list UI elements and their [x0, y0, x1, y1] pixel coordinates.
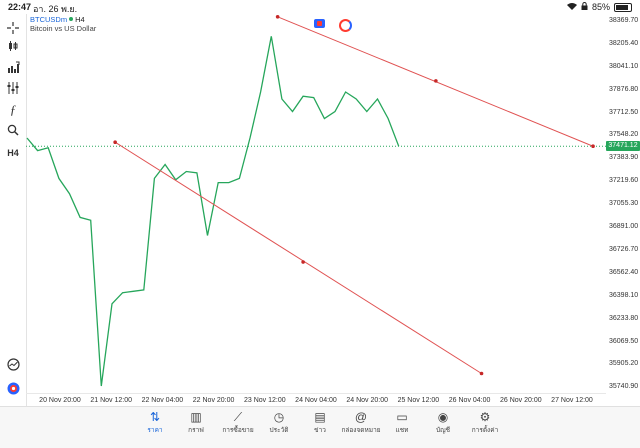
time-tick-label: 27 Nov 12:00: [551, 397, 593, 404]
price-tick-label: 35740.90: [609, 383, 639, 391]
price-tick-label: 37055.30: [609, 200, 639, 208]
timeframe-label: H4: [75, 15, 85, 24]
one-click-trading-icon[interactable]: [314, 19, 325, 28]
time-tick-label: 21 Nov 12:00: [90, 397, 133, 404]
price-tick-label: 38369.70: [609, 17, 639, 24]
chart-canvas[interactable]: [26, 14, 606, 406]
bottom-navigation: ⇅ ราคา ▥ กราฟ ⟋ การซื้อขาย ◷ ประวัติ ▤ ข่าว @ กล่อง…: [0, 406, 640, 448]
status-time: 22:47: [8, 2, 32, 12]
chart-top-icons: [314, 19, 352, 32]
news-icon: ▤: [314, 410, 326, 424]
nav-item-label: ข่าว: [314, 427, 326, 434]
nav-item-label: การตั้งค่า: [471, 427, 499, 434]
nav-item-chat[interactable]: ▭ แชท: [379, 409, 425, 435]
nav-item-news[interactable]: ▤ ข่าว: [297, 409, 343, 435]
price-tick-label: 37383.90: [609, 154, 639, 162]
candle-icon[interactable]: [5, 38, 21, 54]
time-tick-label: 20 Nov 20:00: [39, 397, 81, 404]
timeframe-button[interactable]: H4: [7, 148, 19, 158]
wifi-icon: [566, 2, 577, 12]
price-tick-label: 37548.20: [609, 131, 639, 139]
nav-item-history[interactable]: ◷ ประวัติ: [256, 409, 302, 435]
price-tick-label: 36233.80: [609, 314, 639, 322]
time-scale[interactable]: 20 Nov 20:00 21 Nov 12:00 22 Nov 04:00 22 N…: [26, 393, 606, 406]
nav-item-mailbox[interactable]: @ กล่องจดหมาย: [338, 409, 384, 435]
refresh-icon[interactable]: [339, 19, 352, 32]
nav-item-label: ประวัติ: [269, 427, 289, 434]
symbol-description: Bitcoin vs US Dollar: [30, 24, 97, 33]
nav-item-label: กราฟ: [188, 427, 204, 434]
settings-sliders-icon[interactable]: [5, 80, 21, 96]
trendline-2[interactable]: [114, 141, 482, 374]
time-tick-label: 23 Nov 12:00: [243, 397, 286, 404]
trendline-1-handle-3[interactable]: [591, 144, 595, 149]
symbol-status-dot: [69, 17, 74, 21]
status-date: อา. 26 พ.ย.: [33, 4, 78, 14]
time-tick-label: 24 Nov 20:00: [346, 397, 389, 404]
nav-item-quotes[interactable]: ⇅ ราคา: [132, 409, 178, 435]
time-tick-label: 26 Nov 20:00: [499, 397, 542, 404]
trendline-2-handle-3[interactable]: [479, 371, 484, 376]
price-tick-label: 36891.00: [609, 223, 639, 231]
price-tick-label: 37876.80: [609, 85, 639, 93]
nav-item-label: ราคา: [147, 427, 163, 434]
search-icon[interactable]: [5, 122, 21, 138]
mailbox-icon: @: [354, 410, 368, 424]
nav-item-trade[interactable]: ⟋ การซื้อขาย: [215, 409, 261, 435]
broker-logo-icon[interactable]: [5, 380, 21, 396]
nav-item-label: การซื้อขาย: [222, 427, 254, 434]
battery-icon: [614, 2, 632, 12]
price-tick-label: 36398.10: [609, 291, 639, 299]
trendline-2-handle-2[interactable]: [301, 260, 305, 264]
history-icon: ◷: [273, 410, 285, 424]
function-icon[interactable]: ƒ: [9, 102, 17, 117]
price-tick-label: 38205.40: [609, 39, 639, 47]
price-tick-label: 36562.40: [609, 268, 639, 276]
price-series-line: [26, 36, 400, 387]
quotes-icon: ⇅: [149, 410, 161, 424]
nav-item-chart[interactable]: ▥ กราฟ: [173, 409, 219, 435]
trendline-1-handle-2[interactable]: [434, 79, 438, 83]
crosshair-icon[interactable]: [5, 20, 21, 36]
time-tick-label: 25 Nov 12:00: [397, 397, 440, 404]
price-tick-label: 36069.50: [609, 337, 639, 345]
nav-item-settings[interactable]: ⚙ การตั้งค่า: [462, 409, 508, 435]
time-tick-label: 26 Nov 04:00: [448, 397, 491, 404]
lock-icon: [581, 2, 588, 12]
time-tick-label: 24 Nov 04:00: [295, 397, 337, 404]
symbol-name[interactable]: BTCUSDm: [30, 15, 68, 24]
price-tick-label: 37219.60: [609, 177, 639, 185]
status-bar: 22:47 อา. 26 พ.ย. 85%: [0, 0, 640, 14]
nav-item-label: กล่องจดหมาย: [341, 427, 381, 434]
price-tick-label: 36726.70: [609, 245, 639, 253]
nav-item-label: บัญชี: [435, 427, 451, 434]
trendline-2-handle-1[interactable]: [113, 140, 117, 144]
price-chart[interactable]: [26, 14, 606, 393]
chat-icon: ▭: [396, 410, 408, 424]
price-tick-label: 35905.20: [609, 360, 639, 368]
time-tick-label: 22 Nov 04:00: [141, 397, 184, 404]
current-price-badge: 37471.12: [606, 141, 640, 152]
trendline-1-handle-1[interactable]: [275, 14, 280, 19]
indicator-icon[interactable]: [5, 59, 21, 75]
account-icon: ◉: [437, 410, 449, 424]
trade-icon: ⟋: [233, 410, 243, 424]
time-tick-label: 22 Nov 20:00: [192, 397, 235, 404]
chart-icon: ▥: [190, 410, 202, 424]
nav-item-label: แชท: [395, 427, 409, 434]
battery-text: 85%: [591, 2, 610, 12]
drawing-toolbar: ƒ H4: [0, 14, 27, 406]
price-scale[interactable]: 38369.70 38205.40 38041.10 37876.80 37712.50…: [606, 14, 640, 406]
market-watch-icon[interactable]: [5, 356, 21, 372]
nav-item-account[interactable]: ◉ บัญชี: [420, 409, 466, 435]
chart-legend: BTCUSDm H4 Bitcoin vs US Dollar: [30, 15, 96, 33]
price-tick-label: 38041.10: [609, 62, 639, 70]
price-tick-label: 37712.50: [609, 108, 639, 116]
settings-icon: ⚙: [479, 410, 491, 424]
